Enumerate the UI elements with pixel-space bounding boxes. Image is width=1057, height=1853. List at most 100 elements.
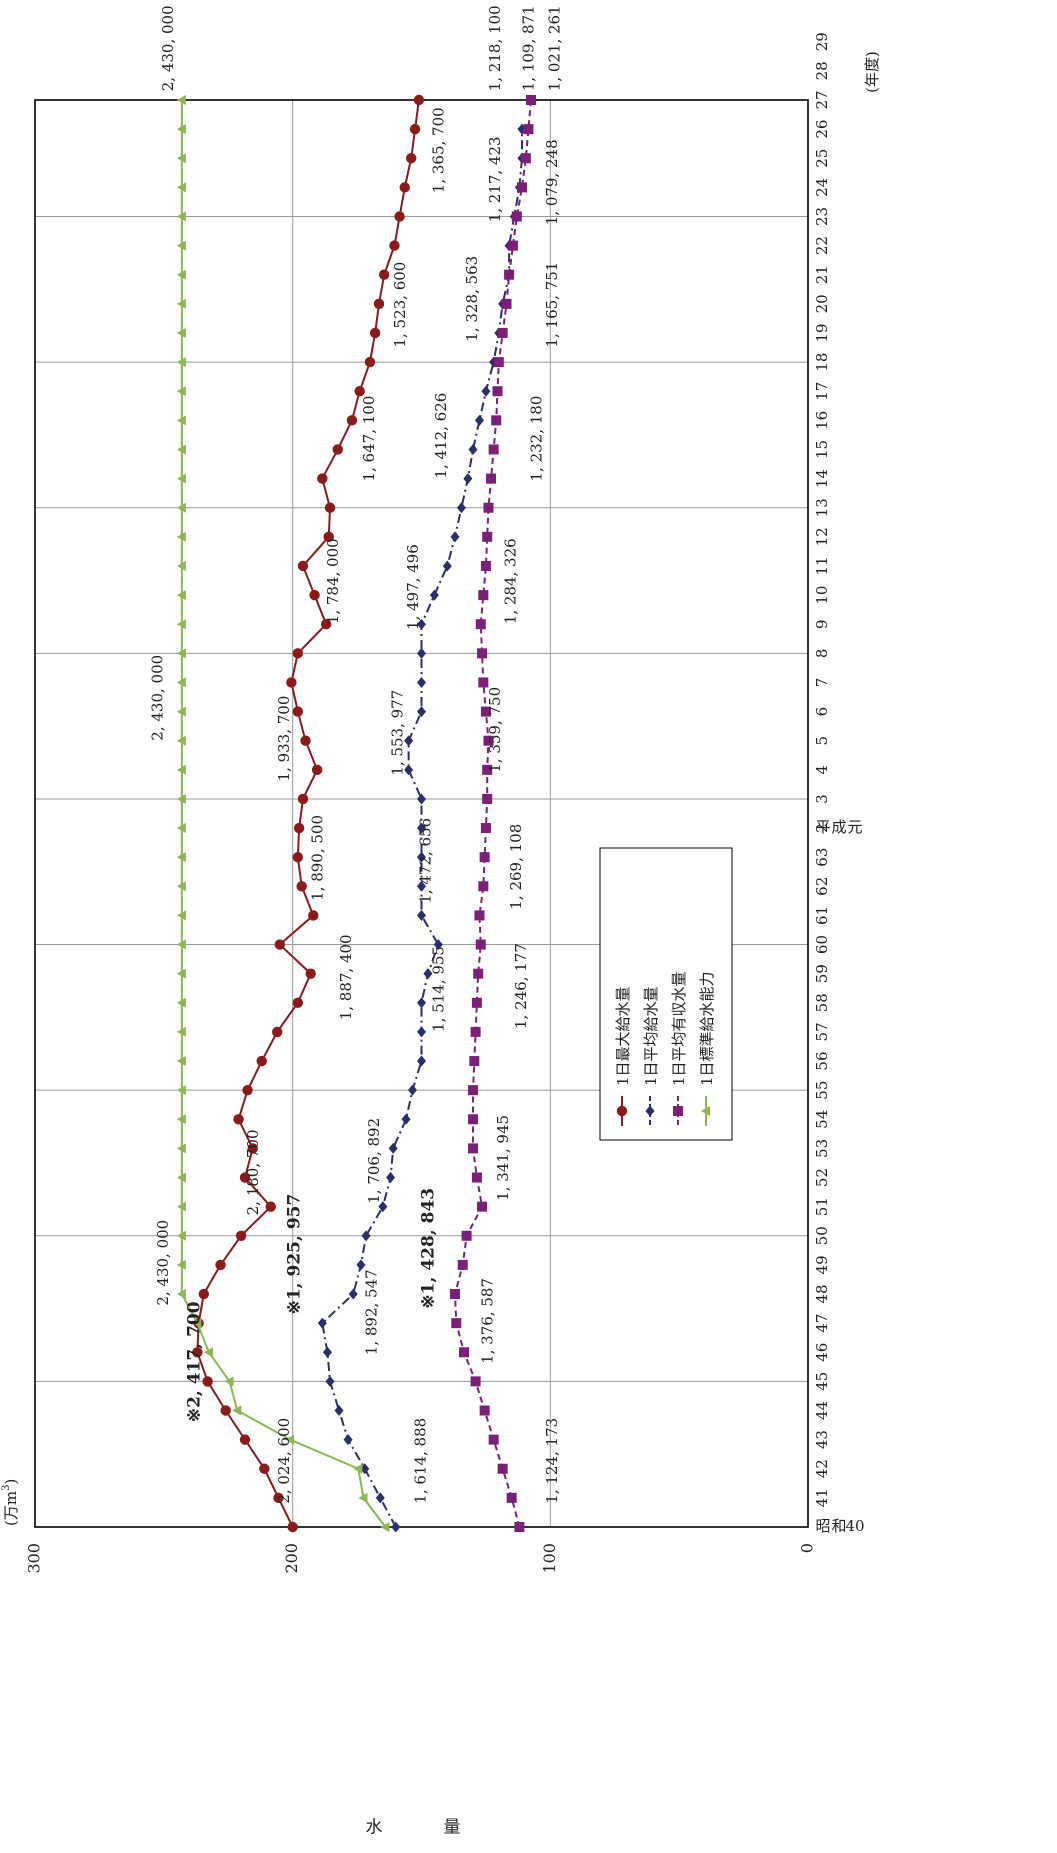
data-label: 1, 021, 261 bbox=[545, 5, 563, 91]
data-point-square bbox=[471, 1172, 482, 1183]
data-point-triangle bbox=[232, 1405, 242, 1416]
year-tick-label: 9 bbox=[813, 619, 831, 629]
data-point-circle bbox=[399, 182, 410, 193]
data-point-circle bbox=[308, 910, 319, 921]
data-point-triangle bbox=[176, 473, 186, 484]
data-point-circle bbox=[256, 1055, 267, 1067]
data-point-triangle bbox=[176, 269, 186, 280]
data-point-triangle bbox=[176, 182, 186, 193]
data-point-diamond bbox=[417, 997, 426, 1009]
series-line bbox=[180, 100, 387, 1528]
year-tick-label: 55 bbox=[813, 1081, 831, 1100]
data-point-square bbox=[488, 444, 499, 455]
data-point-circle bbox=[323, 531, 334, 543]
year-tick-label: 48 bbox=[813, 1284, 831, 1303]
data-point-square bbox=[459, 1347, 470, 1358]
data-point-circle bbox=[272, 1026, 283, 1038]
data-point-square bbox=[480, 706, 491, 717]
year-tick-label: 45 bbox=[813, 1372, 831, 1391]
year-tick-label: 2 bbox=[813, 823, 831, 833]
year-tick-label: 54 bbox=[813, 1110, 831, 1129]
data-point-diamond bbox=[450, 531, 460, 543]
data-point-square bbox=[482, 531, 493, 542]
data-point-triangle bbox=[176, 1056, 186, 1067]
data-label: 1, 284, 326 bbox=[502, 538, 520, 624]
legend-box bbox=[599, 847, 733, 1141]
data-point-diamond bbox=[433, 939, 443, 951]
data-point-circle bbox=[405, 153, 417, 164]
data-point-circle bbox=[286, 677, 297, 688]
data-point-triangle bbox=[176, 852, 186, 863]
data-point-square bbox=[478, 881, 489, 892]
data-point-diamond bbox=[348, 1288, 358, 1300]
data-point-triangle bbox=[176, 1026, 186, 1037]
data-point-triangle bbox=[176, 735, 186, 746]
year-tick-label: 26 bbox=[813, 120, 831, 139]
year-tick-label: 17 bbox=[813, 382, 831, 401]
legend-label: 1日平均給水量 bbox=[642, 986, 660, 1086]
data-point-circle bbox=[265, 1201, 276, 1212]
data-point-triangle bbox=[176, 823, 186, 834]
data-point-triangle bbox=[176, 415, 186, 426]
data-label: 1, 217, 423 bbox=[486, 136, 504, 222]
data-point-triangle bbox=[176, 881, 186, 892]
data-label: 1, 218, 100 bbox=[486, 5, 504, 91]
data-point-triangle bbox=[176, 968, 186, 979]
data-point-diamond bbox=[407, 1084, 417, 1096]
data-label: 1, 706, 892 bbox=[365, 1118, 383, 1204]
year-tick-label: 15 bbox=[813, 440, 831, 459]
data-point-square bbox=[526, 95, 537, 105]
data-label: 1, 892, 547 bbox=[363, 1269, 381, 1355]
data-label: 1, 933, 700 bbox=[275, 696, 293, 782]
value-tick-label: 200 bbox=[282, 1543, 301, 1574]
data-point-diamond bbox=[417, 1055, 426, 1067]
data-point-diamond bbox=[325, 1375, 335, 1387]
data-point-triangle bbox=[176, 211, 186, 222]
data-point-square bbox=[483, 735, 494, 746]
legend-label: 1日平均有収水量 bbox=[670, 971, 688, 1086]
data-point-diamond bbox=[391, 1521, 401, 1533]
data-point-square bbox=[497, 1463, 508, 1474]
data-point-square bbox=[478, 590, 489, 601]
data-point-circle bbox=[215, 1259, 226, 1271]
data-point-square bbox=[482, 793, 493, 804]
data-label: 1, 365, 700 bbox=[430, 107, 448, 193]
data-point-circle bbox=[202, 1376, 213, 1387]
year-tick-label: 28 bbox=[813, 61, 831, 80]
data-point-triangle bbox=[176, 1143, 186, 1154]
year-tick-label: 5 bbox=[813, 736, 831, 746]
data-point-square bbox=[477, 1201, 488, 1212]
data-point-square bbox=[506, 1492, 517, 1503]
data-label: 1, 887, 400 bbox=[337, 934, 355, 1020]
value-axis-title-char: 水 bbox=[366, 1818, 383, 1838]
data-point-diamond bbox=[417, 822, 426, 834]
year-tick-label: 63 bbox=[813, 848, 831, 867]
data-point-square bbox=[479, 1405, 490, 1416]
data-point-circle bbox=[220, 1405, 231, 1416]
year-tick-label: 50 bbox=[813, 1226, 831, 1245]
series-3 bbox=[176, 95, 390, 1532]
data-point-triangle bbox=[285, 1434, 295, 1445]
era-label-char: 和 bbox=[831, 1517, 846, 1535]
data-point-diamond bbox=[360, 1463, 370, 1475]
year-tick-label: 20 bbox=[813, 294, 831, 313]
data-point-square bbox=[470, 1026, 481, 1037]
data-point-triangle bbox=[176, 1172, 186, 1183]
data-point-square bbox=[497, 327, 508, 338]
data-point-triangle bbox=[353, 1463, 363, 1474]
year-tick-label: 14 bbox=[813, 469, 831, 488]
data-point-circle bbox=[198, 1288, 209, 1300]
data-point-circle bbox=[311, 764, 323, 776]
data-point-triangle bbox=[176, 240, 186, 251]
data-point-diamond bbox=[388, 1142, 398, 1154]
data-point-circle bbox=[292, 851, 304, 863]
year-tick-label: 21 bbox=[813, 265, 831, 284]
era-label-char: 平 bbox=[815, 818, 830, 836]
year-tick-label: 8 bbox=[813, 649, 831, 659]
data-point-triangle bbox=[176, 1230, 186, 1241]
data-label: 2, 024, 600 bbox=[275, 1418, 293, 1504]
data-point-square bbox=[673, 1106, 683, 1116]
data-point-diamond bbox=[474, 414, 484, 426]
